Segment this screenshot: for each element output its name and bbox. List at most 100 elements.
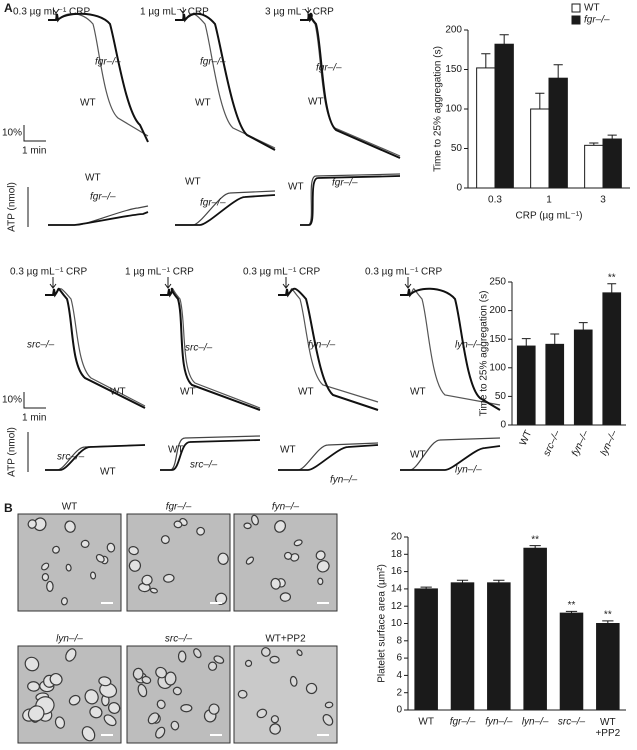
atp-label: lyn–/– [455,465,482,476]
x-tick-label: src–/– [541,428,563,458]
platelet [27,705,45,722]
platelet [89,705,103,719]
bar [584,144,604,189]
error-bar [481,53,491,68]
trace-ko [160,287,261,411]
legend-label: fgr–/– [584,15,610,26]
atp-label: fgr–/– [200,198,226,209]
y-tick-label: 150 [445,64,462,75]
legend-swatch [571,3,581,13]
y-tick-label: 0 [456,183,462,194]
scale-bar [23,392,46,409]
scale-x-label: 1 min [22,413,46,424]
platelet [95,553,105,563]
platelet [90,571,97,580]
bar [487,582,511,711]
bar [559,612,584,711]
error-bar [456,579,469,583]
condition-label: 0.3 µg mL⁻¹ CRP [13,7,91,18]
bar [414,588,438,711]
platelet [293,539,303,547]
platelet [106,542,116,553]
trace-label: WT [195,98,211,109]
platelet [270,715,279,724]
trace-ko [45,287,146,409]
error-bar [578,322,588,331]
scale-x-label: 1 min [22,146,46,157]
platelet [64,520,76,533]
platelet [147,712,160,725]
image-label: fyn–/– [272,502,300,513]
platelet [270,577,281,590]
atp-trace [48,211,149,226]
platelet [27,519,37,529]
atp-trace [278,444,379,471]
platelet [256,708,268,719]
trace-label: WT [80,98,96,109]
platelet [260,647,271,657]
trace-label: WT [180,387,196,398]
platelet [283,551,293,560]
condition-label: 0.3 µg mL⁻¹ CRP [10,267,88,278]
platelet [173,520,183,529]
platelet [68,694,81,706]
bar [530,108,550,189]
atp-label: WT [185,177,201,188]
platelet [52,545,60,554]
bar [545,343,565,426]
platelet [296,649,303,657]
trace-label: src–/– [27,340,55,351]
panel-label: A [4,1,13,15]
platelet [289,675,298,687]
y-tick-label: 50 [451,143,463,154]
atp-trace [160,439,261,471]
y-tick-label: 16 [391,566,403,577]
y-tick-label: 200 [445,25,462,36]
platelet [81,726,96,742]
atp-trace [45,444,146,471]
significance-label: ** [604,610,612,621]
image-label: fgr–/– [166,502,192,513]
atp-trace [175,194,276,226]
trace-label: lyn–/– [455,340,482,351]
error-bar [529,545,541,549]
arrow [282,277,290,289]
platelet [193,648,202,659]
significance-label: ** [608,272,616,283]
error-bar [535,92,545,109]
significance-label: ** [531,534,539,545]
atp-axis-label: ATP (nmol) [7,427,18,477]
platelet [49,672,63,686]
arrow [49,277,57,289]
platelet [84,689,99,705]
platelet [65,563,72,572]
condition-label: 1 µg mL⁻¹ CRP [125,267,194,278]
y-tick-label: 8 [396,635,402,646]
scale-y-label: 10% [2,395,22,406]
platelet [41,562,50,571]
condition-label: 0.3 µg mL⁻¹ CRP [243,267,321,278]
trace-label: fgr–/– [316,63,342,74]
trace-label: fgr–/– [95,57,121,68]
condition-label: 0.3 µg mL⁻¹ CRP [365,267,443,278]
platelet [305,682,318,695]
x-tick-label: WT [518,429,535,448]
y-tick-label: 150 [489,334,506,345]
image-label: lyn–/– [56,634,83,645]
x-tick-label: lyn–/– [522,717,549,728]
platelet [128,546,139,556]
trace-wt [45,288,146,407]
trace-label: WT [410,387,426,398]
y-tick-label: 250 [489,277,506,288]
platelet [269,655,280,664]
y-tick-label: 2 [396,687,402,698]
x-tick-label: 3 [600,195,606,206]
x-tick-label: 1 [546,195,552,206]
atp-label: WT [280,445,296,456]
platelet [60,597,68,606]
bar [602,292,622,426]
platelet [141,574,153,586]
y-tick-label: 14 [391,584,403,595]
y-tick-label: 6 [396,653,402,664]
